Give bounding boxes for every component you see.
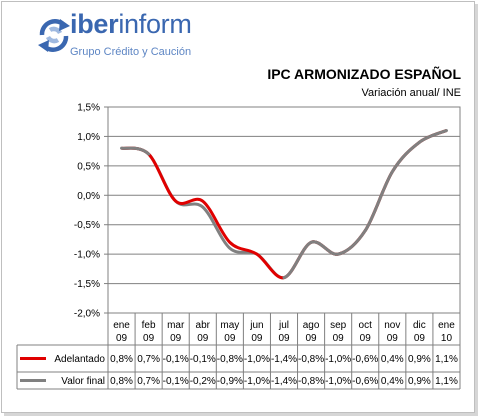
x-tick-label: jun — [249, 320, 263, 331]
x-tick-label: mar — [167, 320, 185, 331]
series-line-valor-final-overlay — [309, 240, 340, 256]
data-table-cell: -1,0% — [244, 354, 270, 365]
data-table-cell: 0,8% — [110, 354, 133, 365]
x-tick-label-year: 09 — [143, 333, 155, 344]
series-line-valor-final-overlay — [120, 146, 151, 156]
data-table-cell: -1,4% — [271, 354, 297, 365]
x-tick-label-year: 09 — [387, 333, 399, 344]
plot-area — [107, 106, 461, 314]
x-tick-label-year: 09 — [251, 333, 263, 344]
brand-name: iberinform — [70, 9, 192, 40]
x-tick-label: feb — [142, 320, 156, 331]
x-tick-label: ene — [438, 320, 455, 331]
series-line-valor-final-overlay — [390, 140, 421, 174]
x-tick-label-year: 09 — [197, 333, 209, 344]
data-table-cell: -0,6% — [352, 376, 378, 387]
x-tick-label-year: 09 — [360, 333, 372, 344]
x-tick-label: abr — [196, 320, 211, 331]
data-table-cell: -0,1% — [163, 376, 189, 387]
data-table-cell: -1,0% — [244, 376, 270, 387]
series-line-valor-final-overlay — [336, 229, 367, 256]
data-table-cell: 0,7% — [137, 354, 160, 365]
data-table-cell: 0,4% — [381, 376, 404, 387]
x-tick-label-year: 10 — [441, 333, 453, 344]
x-tick-label: nov — [384, 320, 400, 331]
data-table-cell: -0,1% — [163, 354, 189, 365]
data-table-cell: -0,8% — [298, 354, 324, 365]
y-tick-label: 1,0% — [77, 132, 100, 143]
data-table-cell: -0,6% — [352, 354, 378, 365]
x-tick-label-year: 09 — [278, 333, 290, 344]
data-table-cell: 0,7% — [137, 376, 160, 387]
data-table-cell: -1,4% — [271, 376, 297, 387]
legend-label-valor-final: Valor final — [61, 376, 105, 387]
y-tick-label: 1,5% — [77, 103, 100, 114]
x-tick-label: ago — [303, 320, 320, 331]
x-tick-label-year: 09 — [333, 333, 345, 344]
y-tick-label: -1,0% — [74, 250, 100, 261]
x-tick-label-year: 09 — [414, 333, 426, 344]
data-table-cell: 1,1% — [435, 354, 458, 365]
chart-title: IPC ARMONIZADO ESPAÑOL — [267, 66, 461, 82]
data-table-cell: 1,1% — [435, 376, 458, 387]
y-tick-label: 0,0% — [77, 191, 100, 202]
y-tick-label: 0,5% — [77, 161, 100, 172]
brand-logo-icon — [38, 19, 70, 52]
legend-label-adelantado: Adelantado — [54, 354, 105, 365]
brand-name-light: inform — [118, 9, 192, 39]
data-table-cell: -0,9% — [217, 376, 243, 387]
x-tick-label: dic — [413, 320, 426, 331]
brand-tagline: Grupo Crédito y Caución — [70, 46, 192, 58]
series-line-valor-final-overlay — [363, 170, 394, 233]
x-tick-label-year: 09 — [306, 333, 318, 344]
x-tick-label-year: 09 — [116, 333, 128, 344]
x-tick-label-year: 09 — [224, 333, 236, 344]
x-tick-label: oct — [359, 320, 373, 331]
data-table-cell: -0,8% — [298, 376, 324, 387]
chart-subtitle: Variación anual/ INE — [361, 87, 461, 99]
data-table-cell: -0,2% — [190, 376, 216, 387]
x-tick-label: ene — [113, 320, 130, 331]
x-tick-label: jul — [278, 320, 289, 331]
y-tick-label: -1,5% — [74, 279, 100, 290]
data-table-cell: 0,9% — [408, 376, 431, 387]
data-table-cell: -0,1% — [190, 354, 216, 365]
series-line-valor-final-overlay — [282, 240, 313, 280]
brand-name-bold: iber — [70, 9, 119, 39]
series-line-valor-final-overlay — [417, 129, 448, 144]
data-table-cell: -1,0% — [325, 376, 351, 387]
x-tick-label: sep — [330, 320, 347, 331]
y-tick-label: -0,5% — [74, 220, 100, 231]
data-table-cell: 0,9% — [408, 354, 431, 365]
y-tick-label: -2,0% — [74, 309, 100, 320]
x-tick-label-year: 09 — [170, 333, 182, 344]
data-table-cell: 0,4% — [381, 354, 404, 365]
x-tick-label: may — [220, 320, 239, 331]
data-table-cell: -1,0% — [325, 354, 351, 365]
data-table-cell: 0,8% — [110, 376, 133, 387]
data-table-cell: -0,8% — [217, 354, 243, 365]
